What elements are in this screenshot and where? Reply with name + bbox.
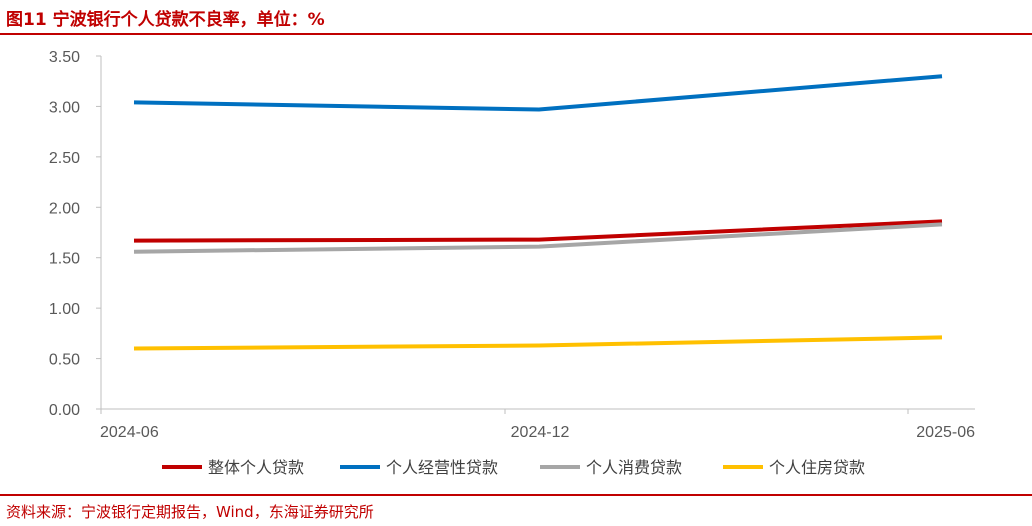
series-line	[133, 219, 943, 243]
y-tick-label: 3.50	[49, 49, 80, 66]
legend-label: 个人消费贷款	[586, 458, 682, 477]
series-line	[133, 335, 943, 351]
chart-legend: 整体个人贷款 个人经营性贷款 个人消费贷款 个人住房贷款	[162, 458, 865, 477]
y-tick-label: 3.00	[49, 99, 80, 116]
source-divider	[0, 494, 1032, 496]
figure-title: 图11 宁波银行个人贷款不良率，单位：%	[6, 10, 325, 30]
line-chart: 0.00 0.50 1.00 1.50 2.00 2.50 3.00 3.50 2024-06 2…	[49, 49, 975, 477]
chart-series	[133, 74, 943, 351]
legend-label: 个人经营性贷款	[386, 458, 498, 477]
x-tick-label: 2025-06	[916, 424, 975, 441]
x-tick-label: 2024-06	[100, 424, 159, 441]
y-tick-label: 1.50	[49, 251, 80, 268]
y-tick-label: 0.50	[49, 352, 80, 369]
x-tick-label: 2024-12	[511, 424, 570, 441]
y-tick-label: 0.00	[49, 402, 80, 419]
series-line	[133, 74, 943, 112]
chart-axes: 0.00 0.50 1.00 1.50 2.00 2.50 3.00 3.50 2024-06 2…	[49, 49, 975, 441]
legend-label: 整体个人贷款	[208, 458, 304, 477]
legend-label: 个人住房贷款	[769, 458, 865, 477]
y-tick-label: 2.00	[49, 200, 80, 217]
series-line	[133, 222, 943, 254]
title-divider	[0, 33, 1032, 35]
y-tick-label: 1.00	[49, 301, 80, 318]
y-tick-label: 2.50	[49, 150, 80, 167]
source-note: 资料来源：宁波银行定期报告，Wind，东海证券研究所	[6, 503, 374, 521]
